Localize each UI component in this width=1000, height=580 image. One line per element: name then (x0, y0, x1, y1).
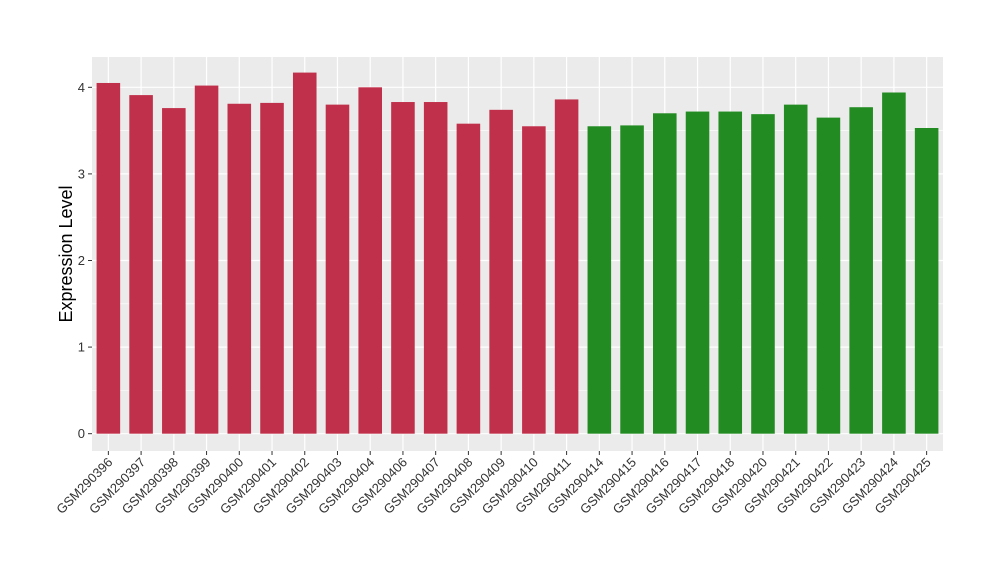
bar-GSM290396 (96, 82, 121, 434)
bar-GSM290397 (129, 95, 153, 434)
y-tick-label: 2 (78, 253, 85, 268)
y-tick-label: 4 (78, 80, 85, 95)
bar-GSM290414 (587, 126, 612, 434)
plot-panel (92, 57, 943, 451)
bar-GSM290403 (325, 104, 350, 434)
bar-GSM290422 (816, 117, 841, 434)
bar-GSM290411 (554, 99, 579, 434)
bar-GSM290399 (194, 85, 219, 434)
bar-GSM290409 (489, 109, 513, 434)
bar-GSM290404 (358, 87, 382, 434)
bar-GSM290416 (653, 113, 677, 434)
y-axis-title: Expression Level (56, 185, 76, 322)
bar-GSM290407 (423, 102, 448, 434)
bar-GSM290410 (522, 126, 546, 434)
bar-GSM290424 (882, 92, 906, 434)
y-tick-label: 0 (78, 426, 85, 441)
y-tick-label: 1 (78, 340, 85, 355)
bar-GSM290401 (260, 102, 284, 434)
bar-GSM290420 (751, 114, 775, 434)
bar-GSM290418 (718, 111, 743, 434)
bar-GSM290425 (914, 128, 939, 434)
bar-GSM290400 (227, 103, 252, 434)
y-axis-ticks: 0 1 2 3 4 (78, 80, 92, 441)
bar-GSM290415 (620, 125, 644, 434)
bar-GSM290417 (685, 111, 710, 434)
bars (96, 72, 939, 434)
bar-GSM290402 (292, 72, 317, 434)
bar-GSM290421 (783, 104, 808, 434)
bar-GSM290398 (162, 108, 186, 434)
bar-GSM290406 (391, 102, 415, 434)
bar-GSM290423 (849, 107, 873, 434)
bar-GSM290408 (456, 123, 481, 434)
x-axis-ticks: GSM290396GSM290397GSM290398GSM290399GSM2… (53, 451, 934, 517)
y-tick-label: 3 (78, 166, 85, 181)
